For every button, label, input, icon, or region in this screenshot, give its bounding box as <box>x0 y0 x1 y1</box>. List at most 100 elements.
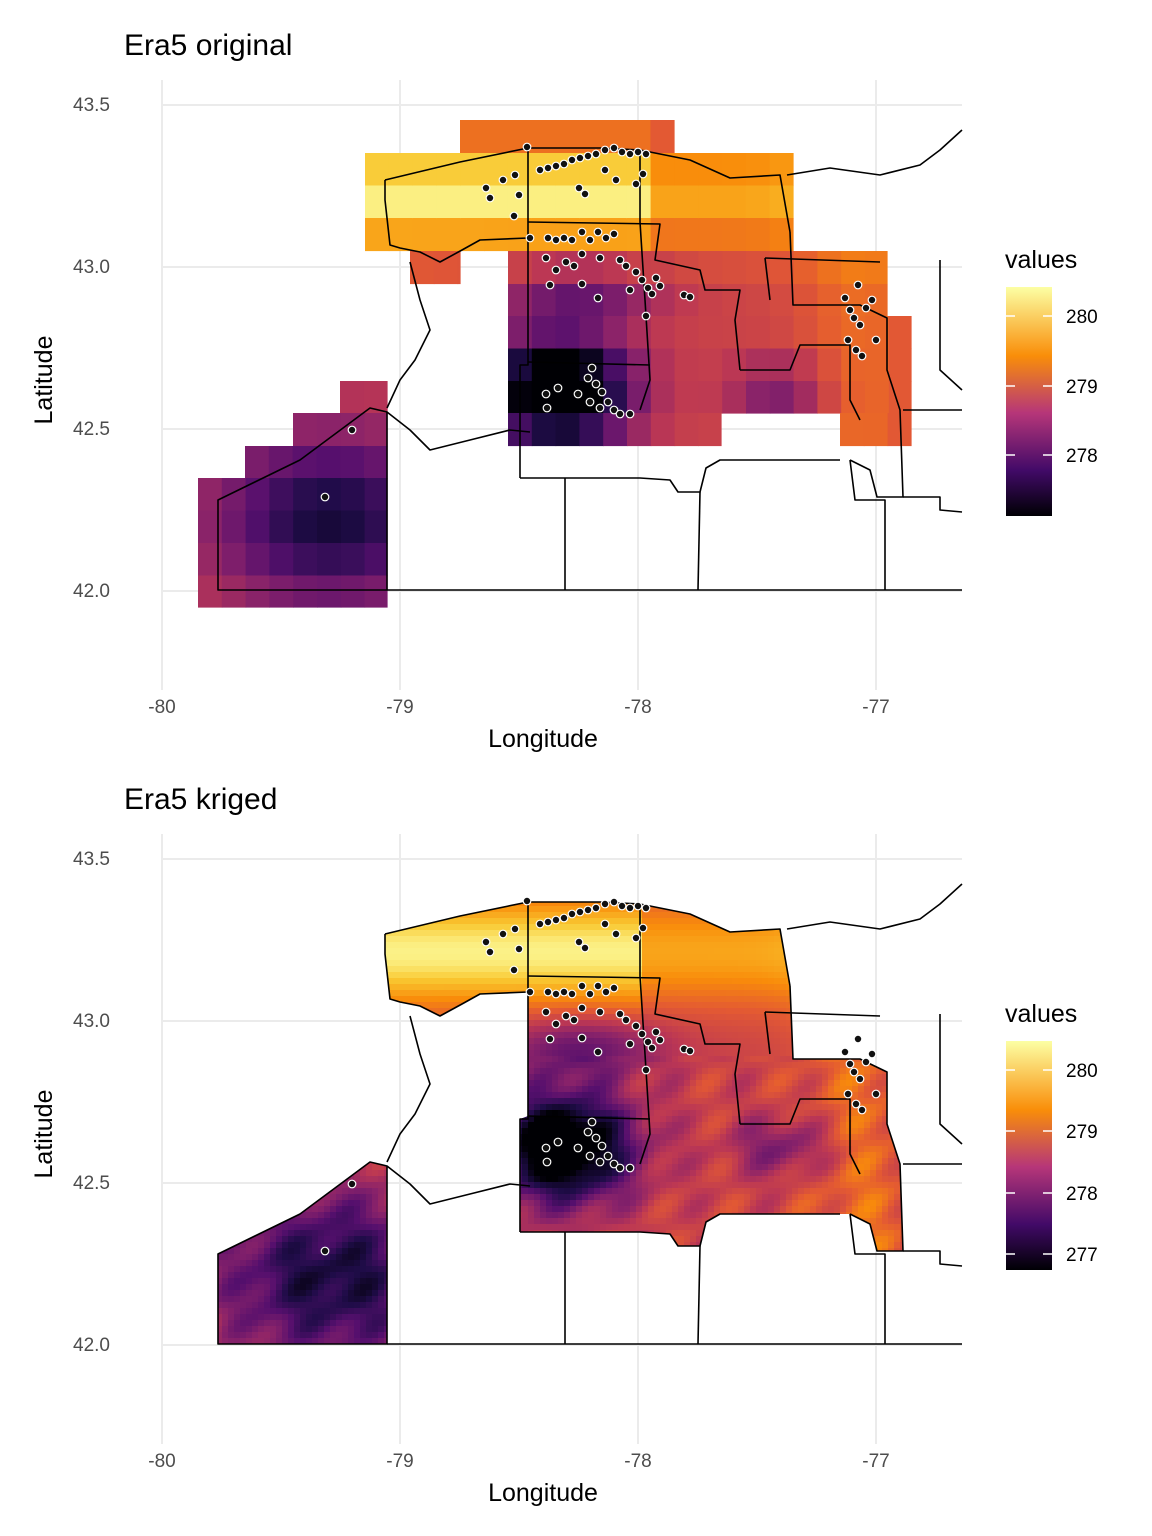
raster-cell <box>450 972 457 979</box>
raster-cell <box>462 1092 469 1099</box>
station-point <box>575 153 585 163</box>
raster-cell <box>270 1230 277 1237</box>
station-point <box>641 149 651 159</box>
raster-cell <box>264 1248 271 1255</box>
raster-cell <box>366 936 373 943</box>
raster-cell <box>366 1074 373 1081</box>
raster-cell <box>426 1032 433 1039</box>
raster-cell <box>366 912 373 919</box>
station-point <box>851 345 861 355</box>
raster-cell <box>474 1134 481 1141</box>
raster-cell <box>546 1272 553 1279</box>
raster-cell <box>348 1122 355 1129</box>
raster-cell <box>222 1014 229 1021</box>
raster-cell <box>432 1002 439 1009</box>
raster-cell <box>378 1314 385 1321</box>
raster-cell <box>276 1332 283 1339</box>
raster-cell <box>330 1062 337 1069</box>
raster-cell <box>282 1266 289 1273</box>
raster-cell <box>474 966 481 973</box>
raster-cell <box>312 1284 319 1291</box>
raster-cell <box>342 1074 349 1081</box>
raster-cell <box>528 1236 535 1243</box>
raster-cell <box>480 1074 487 1081</box>
raster-cell <box>312 930 319 937</box>
raster-cell <box>468 1170 475 1177</box>
raster-cell <box>210 1236 217 1243</box>
raster-cell <box>288 906 295 913</box>
raster-cell <box>558 1206 565 1213</box>
raster-cell <box>564 966 571 973</box>
raster-cell <box>336 1260 343 1267</box>
raster-cell <box>528 1320 535 1327</box>
raster-cell <box>468 978 475 985</box>
raster-cell <box>498 1206 505 1213</box>
raster-cell <box>402 1314 409 1321</box>
raster-cell <box>342 1194 349 1201</box>
raster-cell <box>222 1236 229 1243</box>
raster-cell <box>324 1272 331 1279</box>
raster-cell <box>534 1068 541 1075</box>
raster-cell <box>534 1242 541 1249</box>
raster-cell <box>360 954 367 961</box>
raster-cell <box>264 1302 271 1309</box>
raster-cell <box>462 1242 469 1249</box>
raster-cell <box>438 1104 445 1111</box>
raster-cell <box>516 1302 523 1309</box>
raster-cell <box>258 948 265 955</box>
raster-cell <box>300 1026 307 1033</box>
raster-cell <box>364 510 388 544</box>
raster-cell <box>210 1326 217 1333</box>
raster-cell <box>552 1248 559 1255</box>
raster-cell <box>504 1014 511 1021</box>
raster-cell <box>294 1128 301 1135</box>
raster-cell <box>336 1134 343 1141</box>
raster-cell <box>402 1038 409 1045</box>
raster-cell <box>258 1284 265 1291</box>
station-point <box>643 283 653 293</box>
raster-cell <box>480 1092 487 1099</box>
raster-cell <box>450 1296 457 1303</box>
raster-cell <box>504 924 511 931</box>
raster-cell <box>282 1092 289 1099</box>
raster-cell <box>240 978 247 985</box>
raster-cell <box>438 942 445 949</box>
raster-cell <box>276 1290 283 1297</box>
raster-cell <box>342 1308 349 1315</box>
raster-cell <box>450 1002 457 1009</box>
raster-cell <box>288 1206 295 1213</box>
raster-cell <box>438 1176 445 1183</box>
raster-cell <box>222 984 229 991</box>
raster-cell <box>372 1350 379 1357</box>
raster-cell <box>498 1152 505 1159</box>
raster-cell <box>522 1122 529 1129</box>
raster-cell <box>218 930 223 937</box>
raster-cell <box>270 1068 277 1075</box>
raster-cell <box>378 1260 385 1267</box>
raster-cell <box>234 1080 241 1087</box>
raster-cell <box>210 1158 217 1165</box>
raster-cell <box>288 918 295 925</box>
raster-cell <box>432 1224 439 1231</box>
raster-cell <box>746 316 771 350</box>
raster-cell <box>330 1014 337 1021</box>
raster-cell <box>722 185 747 219</box>
raster-cell <box>228 1266 235 1273</box>
raster-cell <box>444 1110 451 1117</box>
raster-cell <box>462 1044 469 1051</box>
raster-cell <box>258 1224 265 1231</box>
raster-cell <box>348 1134 355 1141</box>
raster-cell <box>462 1308 469 1315</box>
raster-cell <box>306 1026 313 1033</box>
raster-cell <box>246 1332 253 1339</box>
raster-cell <box>865 381 890 414</box>
raster-cell <box>438 906 445 913</box>
raster-cell <box>360 1122 367 1129</box>
raster-cell <box>312 990 319 997</box>
raster-cell <box>540 912 547 919</box>
raster-cell <box>330 948 337 955</box>
raster-cell <box>498 1284 505 1291</box>
raster-cell <box>498 1050 505 1057</box>
raster-cell <box>348 1128 355 1135</box>
raster-cell <box>360 1266 367 1273</box>
